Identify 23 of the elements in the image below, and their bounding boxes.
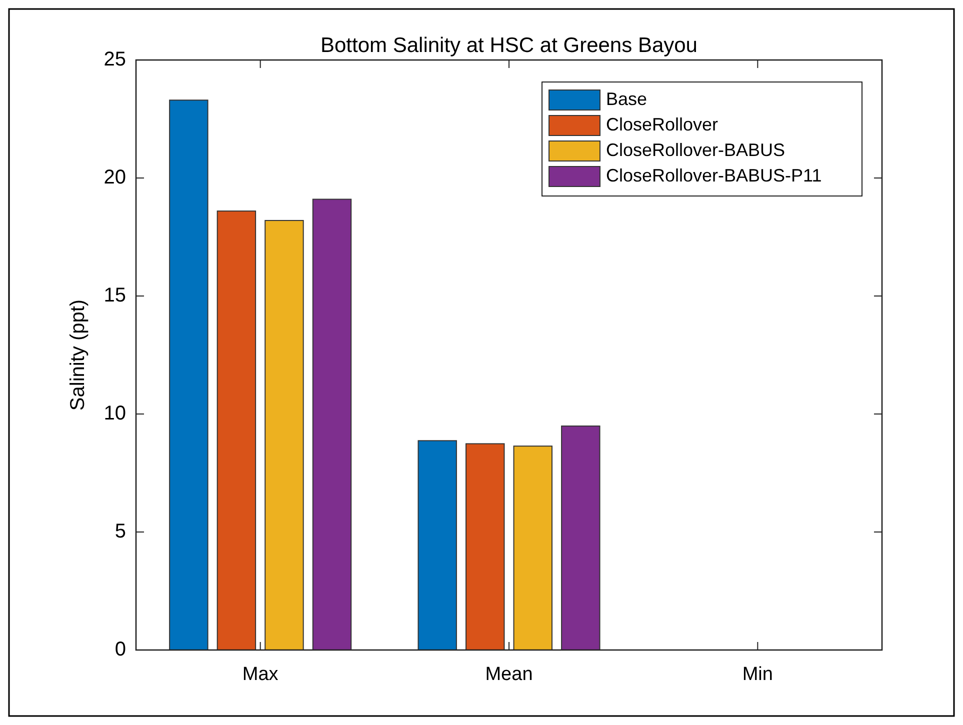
- legend-label: CloseRollover-BABUS: [606, 140, 786, 160]
- legend-label: Base: [606, 88, 648, 109]
- y-tick-label: 20: [104, 166, 126, 188]
- bar: [216, 210, 256, 650]
- y-tick-label: 15: [104, 284, 126, 306]
- bar: [561, 426, 600, 650]
- x-tick-label: Mean: [485, 664, 533, 685]
- bar: [169, 100, 208, 650]
- bar: [264, 220, 304, 650]
- legend-label: CloseRollover-BABUS-P11: [606, 165, 822, 186]
- y-axis-title: Salinity (ppt): [67, 299, 89, 411]
- bar: [513, 446, 552, 650]
- y-tick-label: 25: [104, 48, 126, 70]
- legend-label: CloseRollover: [606, 114, 718, 134]
- bar: [466, 443, 505, 650]
- x-tick-label: Max: [242, 664, 279, 685]
- y-tick-label: 10: [104, 402, 126, 424]
- bar: [312, 198, 352, 650]
- bar: [418, 440, 457, 650]
- x-tick-label: Min: [742, 664, 773, 685]
- y-tick-label: 0: [114, 638, 126, 660]
- chart-title: Bottom Salinity at HSC at Greens Bayou: [320, 34, 698, 57]
- y-tick-label: 5: [114, 520, 126, 542]
